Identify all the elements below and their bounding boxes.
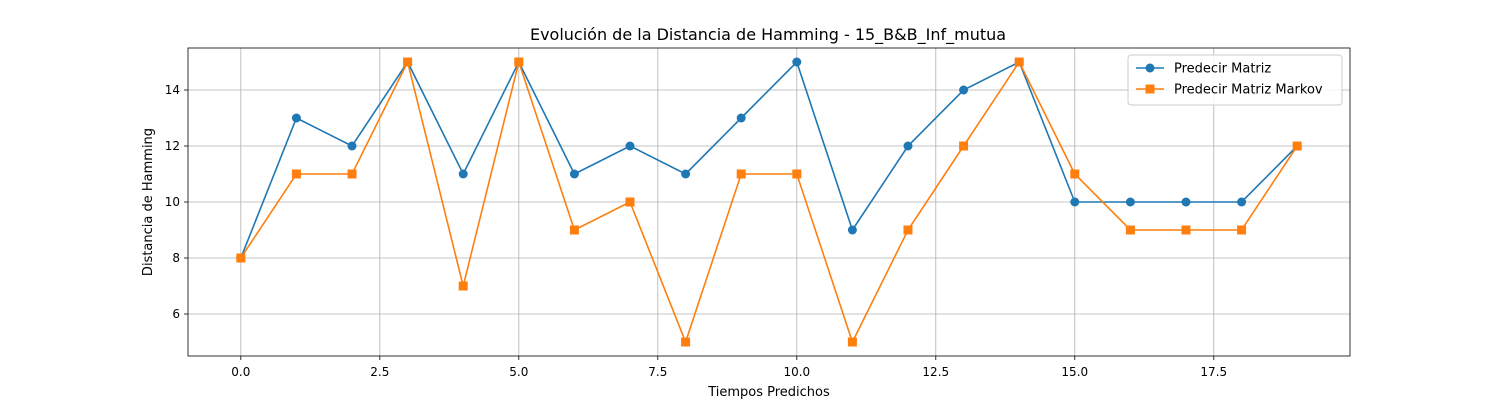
data-point (569, 225, 579, 235)
data-point (1125, 225, 1135, 235)
x-tick-label: 5.0 (509, 365, 528, 379)
data-point (1237, 225, 1247, 235)
y-tick-label: 6 (172, 307, 180, 321)
data-point (1292, 141, 1302, 151)
y-tick-label: 8 (172, 251, 180, 265)
data-point (291, 169, 301, 179)
x-tick-label: 0.0 (231, 365, 250, 379)
data-point (903, 225, 913, 235)
data-point (236, 253, 246, 263)
y-tick-label: 12 (165, 139, 180, 153)
data-point (681, 337, 691, 347)
x-tick-label: 10.0 (783, 365, 810, 379)
data-point (625, 197, 635, 207)
legend-box (1127, 54, 1343, 106)
series-line (240, 59, 1298, 345)
y-axis-label: Distancia de Hamming (141, 128, 156, 276)
data-point (792, 57, 802, 67)
data-point (681, 169, 691, 179)
data-point (847, 225, 857, 235)
x-tick-label: 17.5 (1200, 365, 1227, 379)
data-point (1125, 197, 1135, 207)
data-point (736, 113, 746, 123)
legend-label: Predecir Matriz Markov (1174, 83, 1323, 98)
data-point (1181, 197, 1191, 207)
data-point (1181, 225, 1191, 235)
x-axis: 0.0 2.5 5.0 7.5 10.0 12.5 15.0 17.5 (231, 356, 1227, 379)
data-point (792, 169, 802, 179)
data-point (403, 57, 413, 67)
data-point (625, 141, 635, 151)
x-tick-label: 12.5 (922, 365, 949, 379)
series-2 (236, 57, 1302, 347)
data-point (291, 113, 301, 123)
legend-marker (1145, 84, 1155, 94)
y-axis: 6 8 10 12 14 (165, 83, 188, 321)
x-axis-label: Tiempos Predichos (707, 385, 830, 400)
data-point (347, 169, 357, 179)
x-tick-label: 7.5 (648, 365, 667, 379)
data-point (847, 337, 857, 347)
data-point (514, 57, 524, 67)
x-tick-label: 2.5 (370, 365, 389, 379)
chart-title: Evolución de la Distancia de Hamming - 1… (530, 25, 1006, 45)
y-tick-label: 14 (165, 83, 180, 97)
data-point (1070, 169, 1080, 179)
data-point (1237, 197, 1247, 207)
legend-marker (1145, 63, 1155, 73)
series-layer (236, 57, 1302, 347)
data-point (347, 141, 357, 151)
x-tick-label: 15.0 (1061, 365, 1088, 379)
data-point (1014, 57, 1024, 67)
legend-label: Predecir Matriz (1174, 62, 1271, 77)
y-tick-label: 10 (165, 195, 180, 209)
legend-item: Predecir Matriz (1136, 62, 1271, 77)
data-point (903, 141, 913, 151)
data-point (959, 141, 969, 151)
data-point (736, 169, 746, 179)
data-point (458, 169, 468, 179)
data-point (959, 85, 969, 95)
legend-item: Predecir Matriz Markov (1136, 83, 1323, 98)
series-line (240, 60, 1298, 259)
data-point (458, 281, 468, 291)
data-point (569, 169, 579, 179)
data-point (1070, 197, 1080, 207)
legend: Predecir Matriz Predecir Matriz Markov (1127, 54, 1343, 106)
